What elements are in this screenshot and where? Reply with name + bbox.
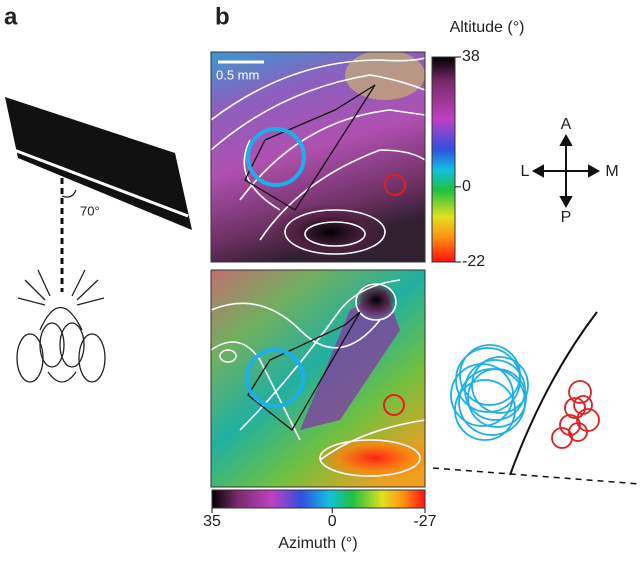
map-frame (210, 269, 426, 488)
colorbar-tick-label: 35 (203, 513, 221, 530)
scale-label: 0.5 mm (216, 67, 259, 82)
compass (531, 133, 601, 209)
monitor (5, 97, 192, 230)
panel-label: a (4, 3, 18, 30)
altitude-colorbar (431, 56, 456, 263)
compass-label: L (521, 163, 530, 180)
map-frame (210, 51, 426, 263)
compass-label: M (605, 163, 618, 180)
azimuth-colorbar (211, 489, 426, 509)
colorbar-title: Altitude (°) (450, 19, 525, 36)
colorbar-tick-label: -22 (462, 253, 485, 270)
angle-arc (61, 189, 77, 198)
colorbar-tick-label: -27 (413, 513, 436, 530)
colorbar-tick-label: 0 (328, 513, 337, 530)
altitude-map-top (211, 52, 425, 262)
compass-label: A (561, 116, 572, 133)
colorbar-tick-label: 0 (462, 178, 471, 195)
mouse (16, 269, 106, 383)
angle-label: 70° (80, 203, 100, 218)
colorbar-title: Azimuth (°) (278, 535, 357, 552)
monitor-stripe (13, 148, 189, 218)
azimuth-map-bottom (211, 270, 425, 487)
colorbar-tick-label: 38 (462, 48, 480, 65)
area-overlay (432, 311, 640, 485)
compass-label: P (561, 209, 572, 226)
panel-label: b (215, 3, 230, 30)
